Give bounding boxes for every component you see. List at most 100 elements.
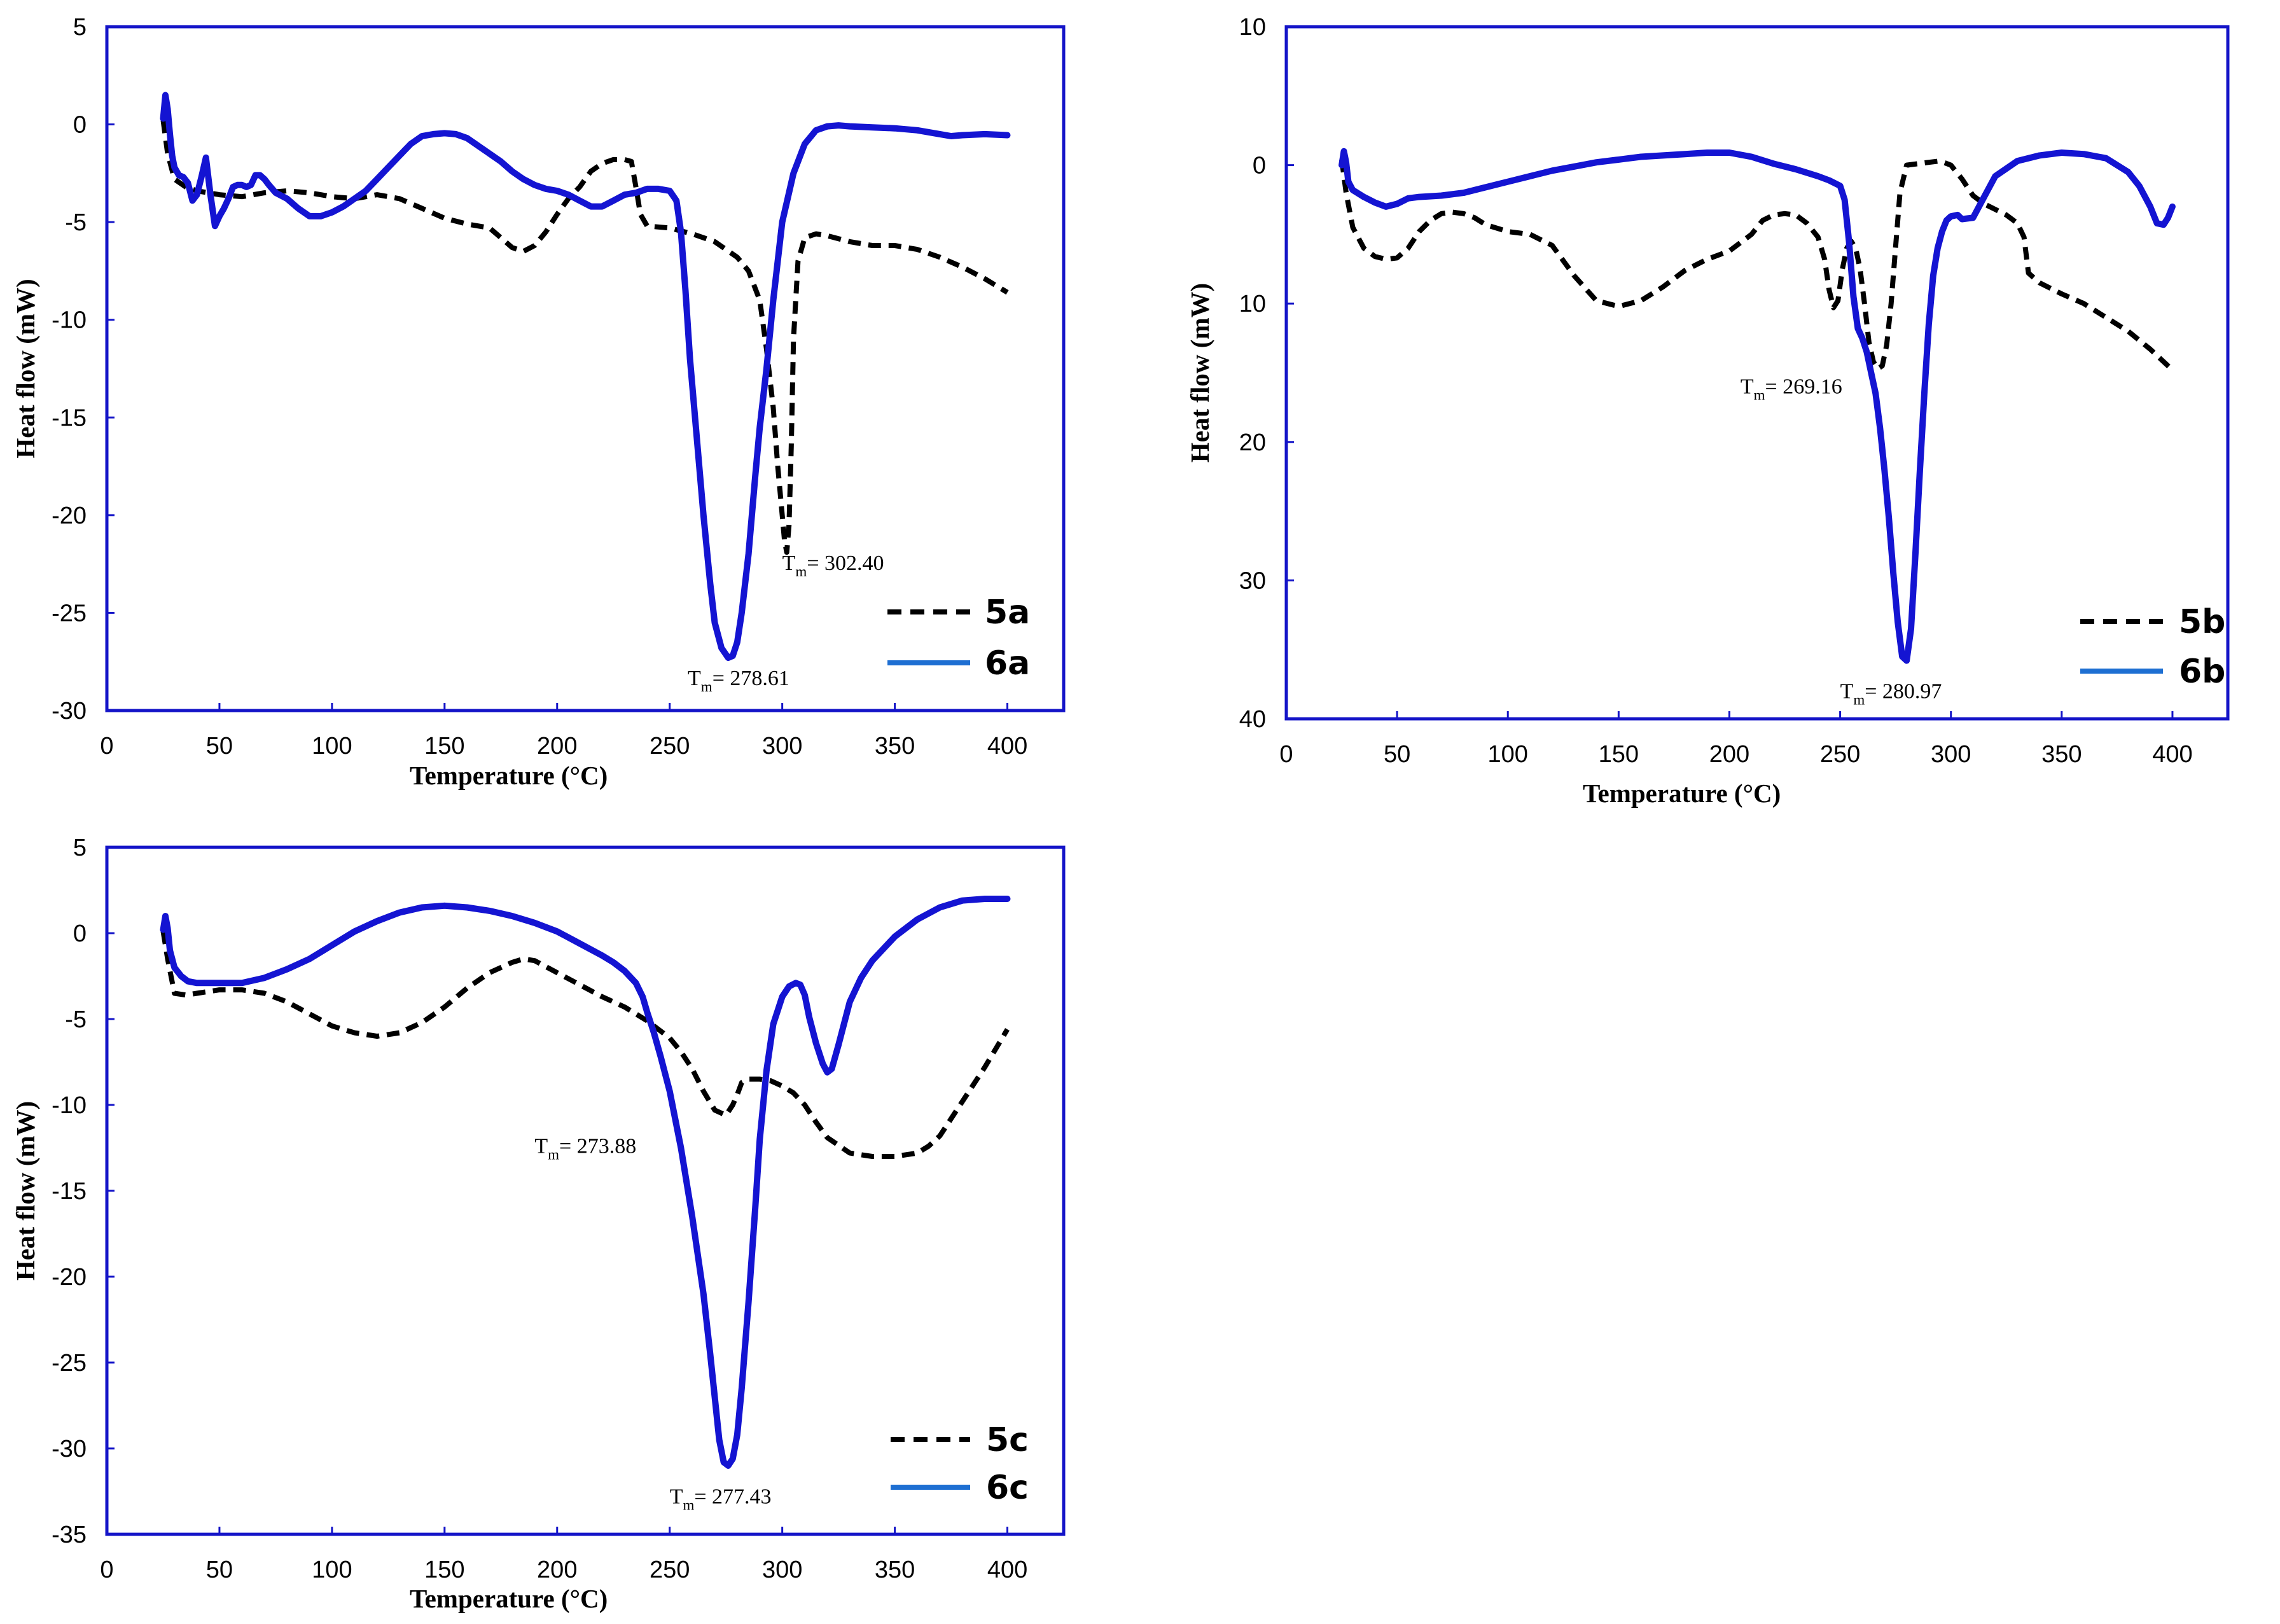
x-tick-label: 150: [1599, 741, 1639, 768]
tm-subscript: m: [795, 564, 807, 580]
y-tick-label: -30: [52, 698, 87, 725]
x-tick-label: 0: [100, 1557, 113, 1583]
tm-symbol: T: [670, 1485, 683, 1508]
x-tick-label: 200: [1709, 741, 1749, 768]
x-tick-label: 300: [762, 1557, 802, 1583]
plot-frame: [105, 845, 1066, 1536]
y-tick-label: -35: [52, 1522, 87, 1548]
plot-frame: [1284, 25, 2230, 721]
legend-label-5c: 5c: [986, 1421, 1029, 1459]
x-tick-label: 100: [312, 1557, 352, 1583]
tm-value: = 277.43: [694, 1485, 771, 1508]
tm-subscript: m: [1853, 691, 1865, 707]
y-tick-label: -25: [52, 600, 87, 627]
tm-symbol: T: [1840, 679, 1854, 703]
y-tick-label: 0: [73, 112, 87, 139]
x-tick-label: 150: [424, 733, 464, 760]
legend-label-6a: 6a: [985, 644, 1030, 683]
x-tick-label: 350: [2041, 741, 2082, 768]
x-axis-title: Temperature (°C): [410, 1584, 608, 1613]
tm-value: = 269.16: [1765, 375, 1842, 399]
x-tick-label: 250: [650, 1557, 690, 1583]
tm-value: = 273.88: [559, 1135, 636, 1158]
tm-annotation: Tm= 278.61: [688, 667, 789, 695]
tm-annotation: Tm= 269.16: [1741, 375, 1842, 403]
legend-label-6b: 6b: [2179, 653, 2225, 691]
series-line-6c: [160, 896, 1011, 1469]
chart-a: 0 50 100 150 200 250 300 350 40050-5-10-15-20-25…: [11, 14, 1066, 790]
tm-subscript: m: [1754, 387, 1765, 403]
tm-symbol: T: [688, 667, 701, 690]
tm-value: = 280.97: [1865, 679, 1942, 703]
x-tick-label: 250: [1820, 741, 1860, 768]
y-axis-title: Heat flow (mW): [1185, 283, 1214, 462]
y-tick-label: 10: [1239, 291, 1266, 317]
chart-c: 0 50 100 150 200 250 300 350 40050-5-10-15-20-25…: [11, 835, 1066, 1613]
y-tick-label: -10: [52, 307, 87, 334]
x-tick-label: 100: [1488, 741, 1528, 768]
tm-annotation: Tm= 277.43: [670, 1485, 772, 1513]
x-axis-title: Temperature (°C): [1583, 779, 1781, 808]
x-tick-label: 100: [312, 733, 352, 760]
y-tick-label: -20: [52, 1264, 87, 1291]
x-tick-label: 0: [100, 733, 113, 760]
x-tick-label: 200: [537, 1557, 577, 1583]
x-tick-label: 200: [537, 733, 577, 760]
series-line-6a: [160, 92, 1011, 662]
x-tick-label: 0: [1279, 741, 1293, 768]
x-tick-label: 350: [875, 1557, 915, 1583]
y-tick-label: 10: [1239, 14, 1266, 41]
y-tick-label: 20: [1239, 429, 1266, 456]
x-tick-label: 300: [762, 733, 802, 760]
tm-subscript: m: [683, 1497, 694, 1513]
legend-label-5b: 5b: [2179, 603, 2225, 641]
y-tick-label: 0: [73, 920, 87, 947]
tm-annotation: Tm= 273.88: [534, 1135, 636, 1163]
x-tick-label: 50: [1384, 741, 1410, 768]
x-tick-label: 50: [206, 1557, 233, 1583]
plot-frame: [105, 25, 1066, 712]
y-tick-label: -15: [52, 1178, 87, 1205]
y-tick-label: 30: [1239, 567, 1266, 594]
series-line-5a: [160, 120, 1009, 555]
tm-annotation: Tm= 302.40: [782, 552, 884, 580]
y-tick-label: -5: [65, 209, 87, 236]
tm-value: = 302.40: [807, 552, 884, 575]
legend-label-5a: 5a: [985, 593, 1030, 632]
tm-symbol: T: [782, 552, 796, 575]
series-line-5c: [160, 931, 1010, 1159]
x-tick-label: 50: [206, 733, 233, 760]
series-line-5b: [1339, 158, 2174, 372]
y-tick-label: -15: [52, 405, 87, 431]
x-tick-label: 150: [424, 1557, 464, 1583]
y-tick-label: 5: [73, 14, 87, 41]
legend-label-6c: 6c: [986, 1469, 1029, 1507]
y-axis-title: Heat flow (mW): [11, 1101, 40, 1280]
tm-subscript: m: [701, 679, 712, 695]
y-tick-label: 0: [1253, 153, 1266, 179]
y-tick-label: -10: [52, 1092, 87, 1119]
x-tick-label: 400: [2152, 741, 2192, 768]
tm-symbol: T: [1741, 375, 1754, 399]
x-tick-label: 300: [1931, 741, 1971, 768]
tm-annotation: Tm= 280.97: [1840, 679, 1942, 707]
tm-symbol: T: [534, 1135, 548, 1158]
y-tick-label: -25: [52, 1350, 87, 1377]
y-tick-label: 5: [73, 835, 87, 861]
y-tick-label: -30: [52, 1436, 87, 1462]
tm-subscript: m: [548, 1147, 559, 1163]
x-axis-title: Temperature (°C): [410, 761, 608, 790]
tm-value: = 278.61: [712, 667, 789, 690]
y-tick-label: -5: [65, 1006, 87, 1033]
x-tick-label: 250: [650, 733, 690, 760]
x-tick-label: 350: [875, 733, 915, 760]
chart-b: 0 50 100 150 200 250 300 350 40010010203040Tempe…: [1185, 14, 2230, 808]
x-tick-label: 400: [987, 1557, 1027, 1583]
y-tick-label: -20: [52, 503, 87, 529]
y-axis-title: Heat flow (mW): [11, 279, 40, 458]
series-line-6b: [1338, 148, 2176, 664]
